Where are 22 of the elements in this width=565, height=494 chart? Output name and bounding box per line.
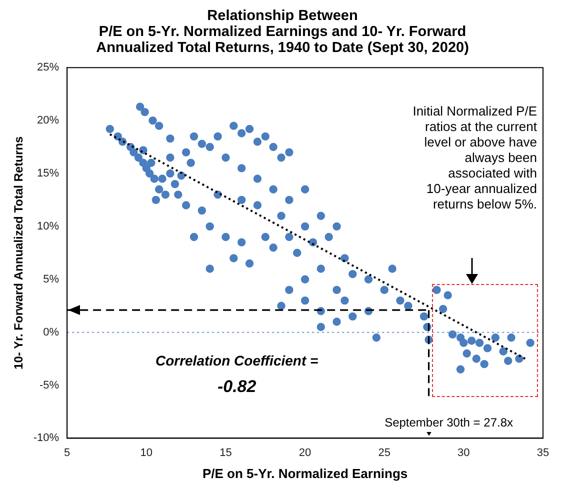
chart-title: Relationship Between P/E on 5-Yr. Normalized Earnings and 10- Yr. Forward Annualized Total Returns, 1940 to Date (Sept 30, 2020) — [95, 8, 470, 56]
y-tick-label: 5% — [43, 273, 60, 286]
x-tick-label: 5 — [64, 446, 70, 459]
x-tick-label: 10 — [140, 446, 153, 459]
x-axis-title: P/E on 5-Yr. Normalized Earnings — [202, 466, 408, 481]
y-tick-label: 15% — [37, 168, 60, 180]
annotation: Correlation Coefficient = — [155, 352, 318, 368]
y-tick-label: 0% — [43, 326, 60, 338]
x-tick-label: 20 — [298, 446, 312, 459]
x-tick-label: 15 — [220, 446, 232, 459]
y-tick-label: -5% — [40, 379, 60, 392]
y-axis-title: 10- Yr. Forward Annualized Total Returns — [12, 136, 26, 370]
x-tick-label: 35 — [536, 446, 550, 459]
y-tick-label: 10% — [37, 220, 60, 232]
y-tick-label: -10% — [33, 432, 60, 444]
x-tick-label: 30 — [458, 446, 470, 459]
ref-line-label: September 30th = 27.8x — [384, 416, 513, 430]
y-tick-label: 25% — [37, 62, 60, 74]
annotation: -0.82 — [217, 377, 257, 396]
annotation: Initial Normalized P/E ratios at the current level or above have always been associated with 10-year annualized returns below 5%. — [412, 104, 538, 212]
x-tick-label: 25 — [378, 446, 390, 459]
y-tick-label: 20% — [37, 114, 60, 127]
